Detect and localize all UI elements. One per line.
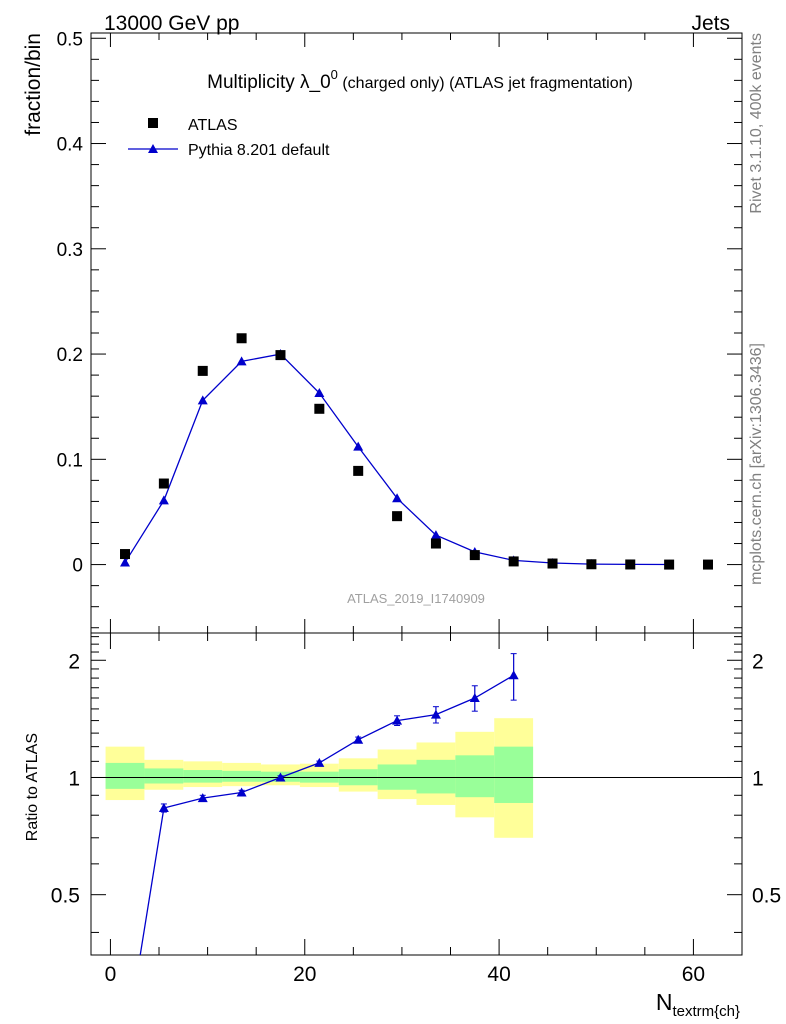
chart-title-main: Multiplicity λ_0: [207, 72, 331, 93]
ratio-frame: [90, 632, 743, 956]
ratio-y-axis-label: Ratio to ATLAS: [24, 733, 41, 841]
ratio-bands: [105, 718, 534, 838]
header-right: Jets: [691, 12, 730, 35]
ratio-series-line: [139, 674, 515, 955]
main-y-tick-label: 0.2: [57, 345, 83, 366]
chart-title: Multiplicity λ_00 (charged only) (ATLAS …: [207, 67, 633, 93]
legend-data-marker: [148, 118, 158, 128]
data-point: [508, 556, 519, 567]
ratio-point: [314, 757, 325, 767]
ratio-band-inner: [105, 762, 145, 789]
ratio-ticks: 0.5 0.51 12 20 20 40 60: [51, 633, 781, 986]
data-point: [547, 558, 558, 569]
data-point: [430, 538, 441, 549]
x-tick-label: 0: [105, 963, 117, 986]
ratio-band-inner: [494, 746, 534, 803]
ratio-point: [508, 670, 519, 680]
data-point: [275, 350, 286, 361]
main-marks: [120, 333, 713, 570]
ratio-point: [430, 709, 441, 719]
mc-point: [314, 388, 325, 397]
legend-mc-label: Pythia 8.201 default: [188, 142, 330, 159]
mc-point: [430, 530, 441, 540]
main-y-tick-label: 0.4: [57, 135, 84, 156]
ratio-band-inner: [222, 770, 262, 782]
main-y-tick-label: 0.1: [57, 450, 83, 471]
chart-title-suffix: (charged only) (ATLAS jet fragmentation): [338, 75, 633, 92]
mc-point: [197, 395, 208, 405]
analysis-watermark: ATLAS_2019_I1740909: [347, 591, 485, 606]
mc-point: [158, 495, 169, 505]
ratio-point: [392, 715, 403, 725]
ratio-band-inner: [183, 770, 223, 783]
legend-mc-marker: [148, 144, 158, 153]
ratio-y-tick-label-left: 2: [68, 650, 80, 673]
main-y-axis-label: fraction/bin: [22, 33, 45, 136]
main-panel: 00.10.20.30.40.5 Multiplicity λ_00 (char…: [22, 29, 743, 634]
ratio-band-inner: [144, 768, 184, 784]
mc-point: [236, 356, 247, 366]
data-point: [702, 559, 713, 570]
ratio-y-tick-label-left: 0.5: [51, 885, 80, 908]
mc-series-line: [124, 353, 670, 566]
ratio-y-tick-label-right: 1: [752, 767, 764, 790]
ratio-y-tick-label-right: 0.5: [752, 885, 781, 908]
mc-point: [120, 557, 131, 567]
ratio-series-group: [139, 653, 519, 955]
data-point: [197, 365, 208, 376]
data-point: [392, 511, 403, 522]
ratio-point: [236, 787, 247, 797]
data-point: [236, 333, 247, 344]
data-point: [158, 478, 169, 489]
ratio-band-inner: [455, 755, 495, 798]
ratio-y-tick-label-right: 2: [752, 650, 764, 673]
legend: ATLAS Pythia 8.201 default: [128, 117, 330, 159]
ratio-band-inner: [416, 759, 456, 794]
mcplots-label: mcplots.cern.ch [arXiv:1306.3436]: [748, 343, 765, 585]
ratio-panel: 0.5 0.51 12 20 20 40 60 Ratio to ATLAS Ntextrm…: [24, 632, 781, 1020]
ratio-y-tick-label-left: 1: [68, 767, 80, 790]
legend-data-label: ATLAS: [188, 117, 238, 134]
mc-point: [392, 493, 403, 503]
x-tick-label: 60: [682, 963, 705, 986]
data-point: [586, 559, 597, 570]
main-y-tick-label: 0.5: [57, 29, 83, 50]
data-point: [625, 559, 636, 570]
ratio-point: [353, 734, 364, 744]
ratio-point: [197, 793, 208, 803]
x-axis-label-main: N: [656, 989, 673, 1015]
data-point: [664, 559, 675, 570]
x-axis-label-sub: textrm{ch}: [672, 1003, 740, 1020]
data-point: [314, 403, 325, 414]
data-point: [469, 550, 480, 561]
data-point: [120, 549, 131, 560]
main-ticks: 0 0.1 0.2 0.3 0.4 0.5: [57, 29, 742, 633]
x-axis-label: Ntextrm{ch}: [656, 989, 740, 1020]
x-tick-label: 20: [293, 963, 316, 986]
main-y-tick-label: 0: [72, 556, 83, 577]
ratio-marks: [139, 653, 519, 955]
main-y-tick-label: 0.3: [57, 240, 83, 261]
ratio-point: [469, 693, 480, 703]
x-tick-label: 40: [487, 963, 510, 986]
chart-title-sup: 0: [331, 67, 338, 82]
rivet-version-label: Rivet 3.1.10, 400k events: [748, 33, 765, 214]
ratio-point: [275, 772, 286, 782]
mc-point: [353, 441, 364, 451]
header-left: 13000 GeV pp: [104, 12, 239, 35]
ratio-point: [158, 802, 169, 812]
data-point: [353, 465, 364, 476]
